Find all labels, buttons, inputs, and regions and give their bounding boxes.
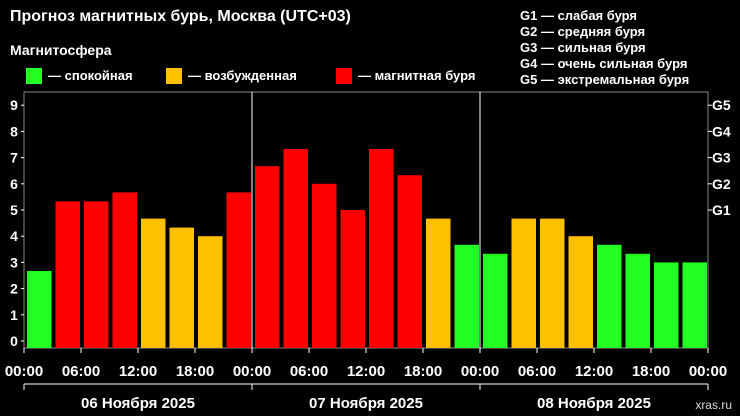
bar-13 [397,175,422,348]
g-scale-legend: G1 — слабая буря G2 — средняя буря G3 — … [520,8,689,88]
x-tick-label-3: 18:00 [176,363,214,380]
bar-2 [84,201,109,348]
y-tick-label-2: 2 [10,281,18,297]
bar-19 [568,236,593,348]
bar-23 [682,262,707,348]
bar-11 [340,210,365,348]
y-tick-label-1: 1 [10,307,18,323]
bar-3 [112,192,137,348]
bar-14 [426,218,451,348]
x-tick-label-0: 00:00 [5,363,43,380]
bar-12 [369,149,394,348]
bar-1 [55,201,80,348]
bar-4 [141,218,166,348]
bar-0 [27,271,52,348]
y-tick-label-9: 9 [10,97,18,113]
g-tick-label-4: G5 [712,97,731,113]
y-tick-label-3: 3 [10,254,18,270]
y-tick-label-4: 4 [10,228,18,244]
bar-21 [625,253,650,348]
chart-subtitle: Магнитосфера [10,42,112,58]
x-tick-label-1: 06:00 [62,363,100,380]
x-tick-label-10: 12:00 [575,363,613,380]
g-scale-item-g4: G4 — очень сильная буря [520,56,688,71]
g-tick-label-0: G1 [712,202,731,218]
y-tick-label-5: 5 [10,202,18,218]
x-tick-label-6: 12:00 [347,363,385,380]
x-tick-label-5: 06:00 [290,363,328,380]
legend-swatch-unsettled [166,68,182,84]
day-label-2: 08 Ноября 2025 [537,395,651,412]
g-scale-item-g1: G1 — слабая буря [520,8,638,23]
bar-22 [654,262,679,348]
legend-swatch-calm [26,68,42,84]
bar-18 [540,218,565,348]
x-tick-label-12: 00:00 [689,363,727,380]
bar-17 [511,218,536,348]
g-tick-label-2: G3 [712,150,731,166]
x-tick-label-7: 18:00 [404,363,442,380]
g-scale-item-g5: G5 — экстремальная буря [520,72,690,87]
bar-5 [169,227,194,348]
legend-swatch-storm [336,68,352,84]
x-tick-label-8: 00:00 [461,363,499,380]
watermark: xras.ru [695,398,732,412]
x-tick-label-2: 12:00 [119,363,157,380]
y-tick-label-0: 0 [10,333,18,349]
x-tick-label-4: 00:00 [233,363,271,380]
y-tick-label-8: 8 [10,123,18,139]
legend: — спокойная — возбужденная — магнитная б… [0,68,520,88]
g-scale-item-g3: G3 — сильная буря [520,40,646,55]
x-tick-label-11: 18:00 [632,363,670,380]
day-label-1: 07 Ноября 2025 [309,395,423,412]
legend-label-unsettled: — возбужденная [188,68,297,83]
g-tick-label-3: G4 [712,123,731,139]
bar-9 [283,149,308,348]
legend-label-storm: — магнитная буря [358,68,476,83]
bar-16 [483,253,508,348]
g-tick-label-1: G2 [712,176,731,192]
bar-10 [312,183,337,348]
bar-6 [198,236,223,348]
chart-title: Прогноз магнитных бурь, Москва (UTC+03) [10,8,351,25]
x-tick-label-9: 06:00 [518,363,556,380]
bar-8 [255,166,280,348]
y-tick-label-7: 7 [10,150,18,166]
y-tick-label-6: 6 [10,176,18,192]
bar-15 [454,244,479,348]
bar-7 [226,192,251,348]
g-scale-item-g2: G2 — средняя буря [520,24,646,39]
day-label-0: 06 Ноября 2025 [81,395,195,412]
legend-label-calm: — спокойная [48,68,133,83]
bar-20 [597,244,622,348]
